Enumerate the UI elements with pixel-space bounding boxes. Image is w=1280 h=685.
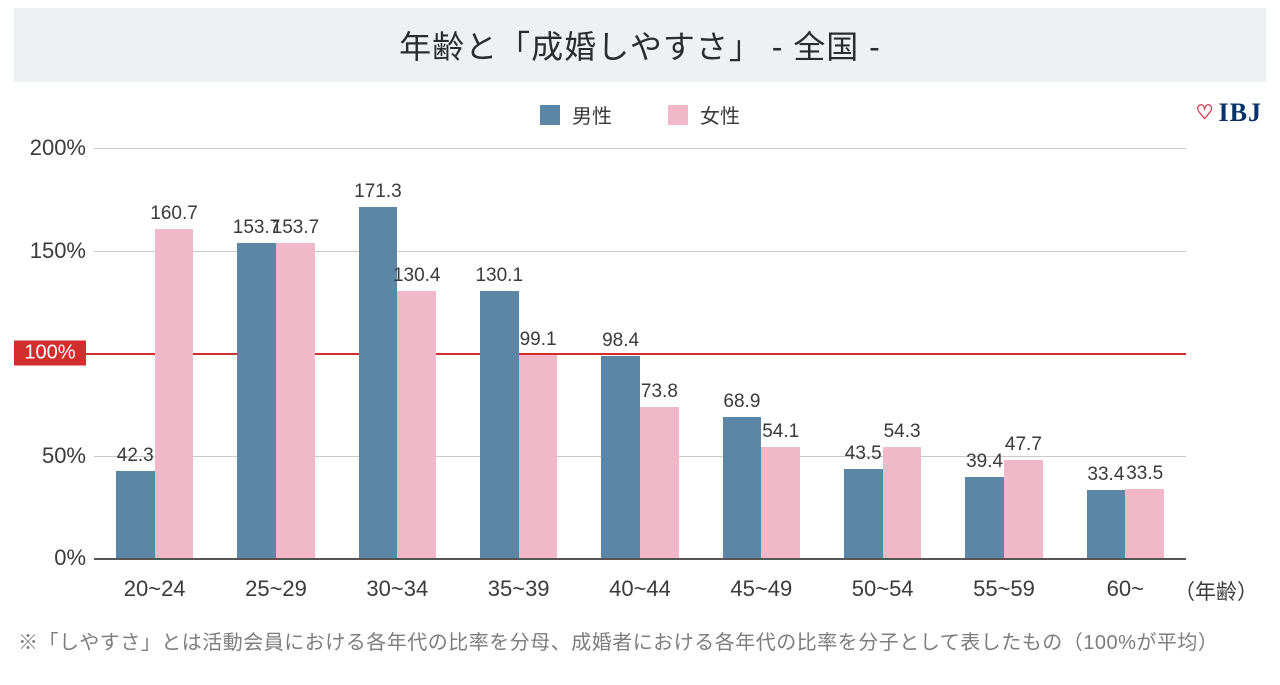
legend-item-female: 女性 <box>668 100 740 129</box>
legend-swatch-male <box>540 105 560 125</box>
legend-swatch-female <box>668 105 688 125</box>
bar-value-label: 54.1 <box>751 421 811 443</box>
bar-female <box>397 291 436 558</box>
brand-logo: ♡ IBJ <box>1196 98 1262 128</box>
bar-male <box>237 243 276 558</box>
bar-value-label: 47.7 <box>993 434 1053 456</box>
legend-label-female: 女性 <box>700 100 740 129</box>
x-axis-label: 60~ <box>1107 576 1144 602</box>
heart-icon: ♡ <box>1196 103 1215 123</box>
x-axis-label: 35~39 <box>488 576 550 602</box>
x-axis-label: 50~54 <box>852 576 914 602</box>
chart: 0%50%150%200%100%42.3160.7153.7153.7171.… <box>14 138 1266 618</box>
x-axis: （年齢） 20~2425~2930~3435~3940~4445~4950~54… <box>94 558 1186 618</box>
footnote: ※「しやすさ」とは活動会員における各年代の比率を分母、成婚者における各年代の比率… <box>18 626 1262 655</box>
x-axis-unit: （年齢） <box>1174 576 1258 606</box>
brand-logo-text: IBJ <box>1219 98 1262 128</box>
bar-female <box>276 243 315 558</box>
bar-value-label: 130.4 <box>387 265 447 287</box>
bar-female <box>155 229 194 558</box>
bar-value-label: 54.3 <box>872 421 932 443</box>
bar-value-label: 33.5 <box>1115 463 1175 485</box>
bar-female <box>761 447 800 558</box>
bar-male <box>1087 490 1126 558</box>
chart-title: 年齢と「成婚しやすさ」 - 全国 - <box>14 8 1266 82</box>
bar-value-label: 98.4 <box>591 330 651 352</box>
bar-female <box>883 447 922 558</box>
legend-row: 男性 女性 ♡ IBJ <box>14 82 1266 138</box>
bar-value-label: 160.7 <box>144 203 204 225</box>
x-axis-label: 55~59 <box>973 576 1035 602</box>
bar-value-label: 153.7 <box>265 217 325 239</box>
bar-male <box>359 207 398 558</box>
bar-value-label: 68.9 <box>712 391 772 413</box>
x-axis-label: 30~34 <box>366 576 428 602</box>
x-axis-label: 45~49 <box>730 576 792 602</box>
bar-value-label: 99.1 <box>508 329 568 351</box>
x-axis-label: 25~29 <box>245 576 307 602</box>
legend-item-male: 男性 <box>540 100 612 129</box>
x-axis-label: 20~24 <box>124 576 186 602</box>
bar-female <box>519 355 558 558</box>
plot-area: 0%50%150%200%100%42.3160.7153.7153.7171.… <box>94 148 1186 558</box>
gridline <box>94 148 1186 149</box>
legend: 男性 女性 <box>540 100 740 129</box>
legend-label-male: 男性 <box>572 100 612 129</box>
y-axis-label: 0% <box>14 545 86 571</box>
bar-male <box>844 469 883 558</box>
bar-female <box>1125 489 1164 558</box>
y-axis-label: 150% <box>14 238 86 264</box>
reference-badge: 100% <box>14 341 86 366</box>
bar-value-label: 130.1 <box>469 265 529 287</box>
bar-male <box>965 477 1004 558</box>
x-axis-label: 40~44 <box>609 576 671 602</box>
bar-value-label: 171.3 <box>348 181 408 203</box>
bar-female <box>640 407 679 558</box>
bar-male <box>116 471 155 558</box>
bar-female <box>1004 460 1043 558</box>
y-axis-label: 200% <box>14 135 86 161</box>
bar-value-label: 73.8 <box>629 381 689 403</box>
y-axis-label: 50% <box>14 443 86 469</box>
